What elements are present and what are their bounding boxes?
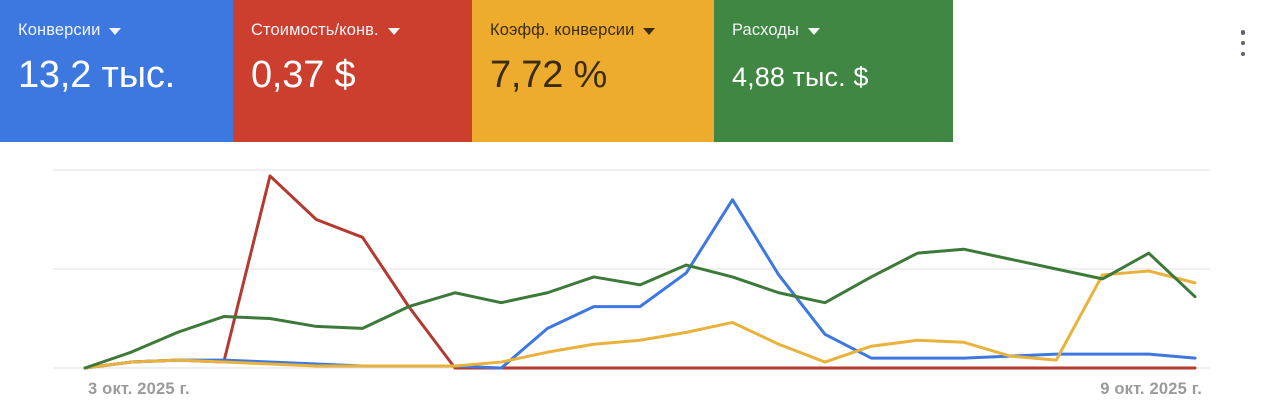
kebab-dot	[1240, 40, 1246, 46]
chevron-down-icon[interactable]	[109, 27, 122, 35]
kebab-dot	[1240, 30, 1246, 35]
chart-series-line	[83, 174, 1197, 370]
chart-series-line	[83, 247, 1197, 370]
more-vertical-icon[interactable]	[1232, 28, 1254, 58]
chevron-down-icon[interactable]	[387, 27, 400, 35]
time-series-chart[interactable]: 3 окт. 2025 г. 9 окт. 2025 г.	[0, 142, 1280, 420]
scorecard-cost[interactable]: Расходы 4,88 тыс. $	[714, 0, 953, 142]
scorecard-conversion-rate-value: 7,72 %	[490, 53, 608, 96]
scorecard-conversions-label: Конверсии	[18, 21, 101, 39]
x-axis-start-label: 3 окт. 2025 г.	[88, 380, 190, 398]
scorecard-conversion-rate-header[interactable]: Коэфф. конверсии	[490, 22, 714, 39]
scorecard-conversions-header[interactable]: Конверсии	[18, 22, 233, 39]
scorecard-cost-per-conversion-header[interactable]: Стоимость/конв.	[251, 22, 472, 39]
chart-series-line	[83, 269, 1197, 370]
scorecard-conversion-rate-label: Коэфф. конверсии	[490, 21, 635, 39]
kebab-dot	[1240, 51, 1246, 56]
x-axis-end-label: 9 окт. 2025 г.	[1100, 380, 1202, 398]
chart-canvas	[53, 169, 1210, 370]
scorecard-conversions-value: 13,2 тыс.	[18, 53, 175, 96]
scorecard-cost-per-conversion-label: Стоимость/конв.	[251, 21, 379, 39]
scorecard-cost-per-conversion-value: 0,37 $	[251, 53, 356, 96]
scorecard-strip: Конверсии 13,2 тыс. Стоимость/конв. 0,37…	[0, 0, 953, 142]
scorecard-cost-value: 4,88 тыс. $	[732, 61, 869, 92]
chevron-down-icon[interactable]	[807, 27, 820, 35]
scorecard-conversions[interactable]: Конверсии 13,2 тыс.	[0, 0, 233, 142]
scorecard-cost-header[interactable]: Расходы	[732, 22, 953, 39]
scorecard-cost-per-conversion[interactable]: Стоимость/конв. 0,37 $	[233, 0, 472, 142]
scorecard-conversion-rate[interactable]: Коэфф. конверсии 7,72 %	[472, 0, 714, 142]
chevron-down-icon[interactable]	[643, 27, 656, 35]
scorecard-cost-label: Расходы	[732, 21, 799, 39]
